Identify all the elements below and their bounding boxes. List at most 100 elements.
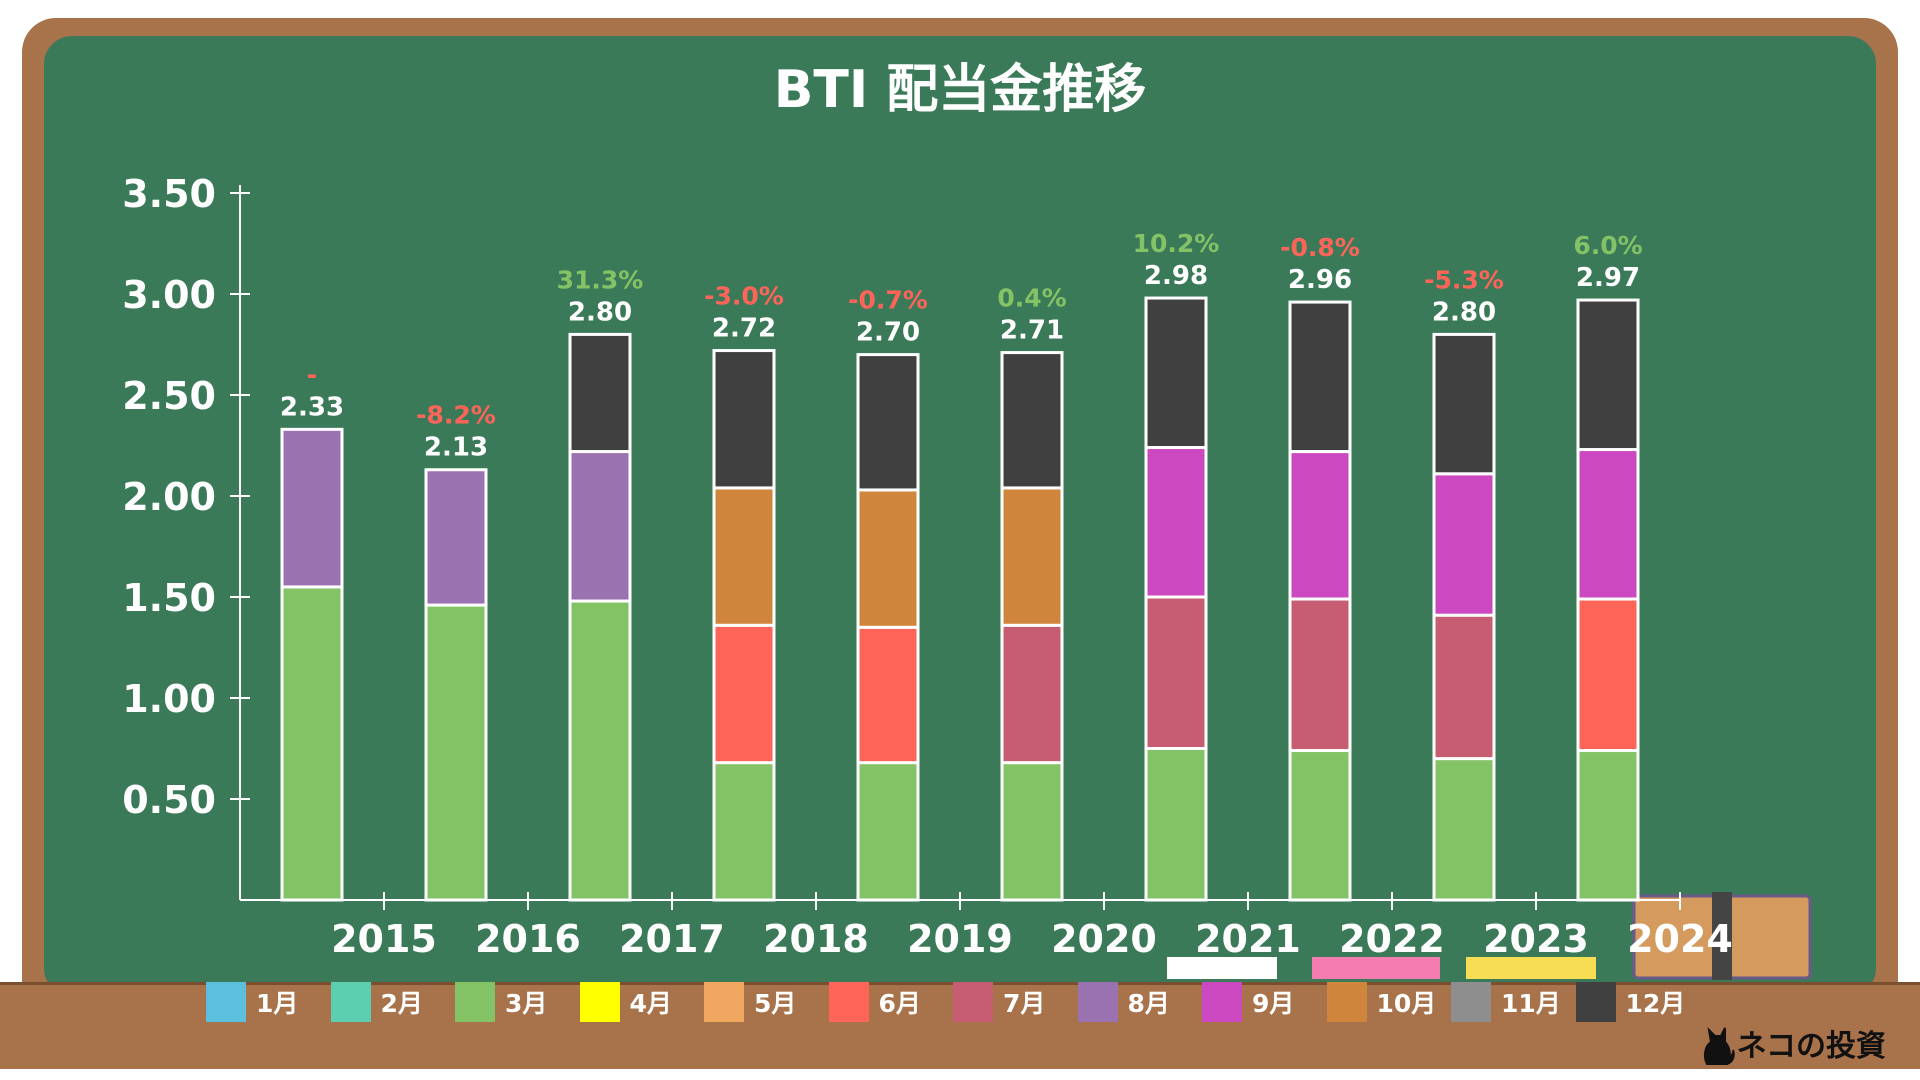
legend-swatch [579,982,620,1022]
legend-swatch [330,982,371,1022]
total-label: 2.13 [424,433,488,463]
total-label: 2.33 [280,392,344,422]
total-label: 2.80 [1432,297,1496,327]
bar-segment [1144,296,1208,450]
change-label: -5.3% [1424,265,1504,294]
bar-segment [856,353,920,492]
bar-segment [1144,595,1208,750]
bar-labels: 2.33 - 2.13 -8.2% 2.80 31.3% 2.72 -3.0% 2.70 -0.7… [280,229,1643,463]
bar-segment [712,761,776,902]
legend-label: 11月 [1501,989,1561,1018]
total-label: 2.70 [856,318,920,348]
bar-segment [1000,623,1064,765]
bar-segment [424,468,488,607]
bar-segment [712,623,776,765]
bar-segment [1144,747,1208,902]
chart-title: BTI 配当金推移 [774,60,1147,120]
legend-swatch [1575,982,1616,1022]
total-label: 2.96 [1288,265,1352,295]
bar-segment [1576,749,1640,902]
change-label: 31.3% [557,265,644,294]
bar-segment [280,427,344,589]
legend-swatch [953,982,993,1022]
bars [280,296,1640,902]
bar-segment [1288,300,1352,454]
change-label: 0.4% [997,284,1066,313]
total-label: 2.71 [1000,316,1064,346]
change-label: 10.2% [1133,229,1220,258]
bar-segment [1576,298,1640,452]
legend-swatch [1077,982,1118,1022]
legend-swatch [1451,982,1491,1022]
legend-item: 4月 [579,982,672,1022]
x-tick-label: 2023 [1483,917,1589,961]
x-tick-label: 2017 [619,917,725,961]
bar-segment [1000,761,1064,902]
chalkboard [44,36,1876,996]
bar-segment [1576,448,1640,601]
bar-segment [1432,613,1496,761]
y-tick-label: 3.50 [122,172,216,216]
bar-segment [1432,472,1496,617]
x-tick-label: 2021 [1195,917,1301,961]
chalk-pink-icon [1312,957,1440,979]
total-label: 2.98 [1144,261,1208,291]
change-label: - [307,360,317,389]
legend-swatch [704,982,744,1022]
change-label: -0.7% [848,286,928,315]
legend-item: 6月 [828,982,921,1022]
x-tick-label: 2016 [475,917,581,961]
axes: 0.50 1.00 1.50 2.00 2.50 3.00 3.50 2015 2016 2017… [122,172,1733,961]
bar-segment [568,450,632,603]
total-label: 2.97 [1576,263,1640,293]
bar-segment [1144,446,1208,599]
bar-segment [856,625,920,765]
legend-item: 9月 [1202,982,1294,1022]
legend-item: 1月 [206,982,298,1022]
total-label: 2.72 [712,314,776,344]
legend-label: 10月 [1376,989,1437,1018]
bar-segment [856,761,920,902]
bar-segment [1288,450,1352,601]
brand-logo: ネコの投資 [1697,1020,1886,1066]
legend-label: 9月 [1252,989,1295,1018]
bar-segment [1288,597,1352,753]
y-tick-label: 2.00 [122,475,216,519]
legend-item: 7月 [953,982,1045,1022]
bar-segment [1000,351,1064,490]
legend-item: 11月 [1451,982,1561,1022]
bar-segment [1000,486,1064,627]
black-cat-icon [1703,1027,1735,1065]
legend-item: 12月 [1575,982,1685,1022]
legend-swatch [1326,982,1367,1022]
bar-segment [856,488,920,629]
bar-segment [568,332,632,454]
change-label: 6.0% [1573,231,1642,260]
x-tick-label: 2020 [1051,917,1157,961]
legend-label: 5月 [754,989,797,1018]
change-label: -3.0% [704,282,784,311]
x-tick-label: 2019 [907,917,1013,961]
y-tick-label: 2.50 [122,374,216,418]
bar-segment [712,486,776,627]
legend-item: 10月 [1326,982,1437,1022]
bar-segment [568,599,632,902]
x-tick-label: 2015 [331,917,437,961]
change-label: -0.8% [1280,233,1360,262]
bar-segment [1576,597,1640,753]
legend: 1月 2月 3月 4月 5月 6月 7月 8月 9月 10月 11月 12月 [0,982,1920,1042]
legend-label: 7月 [1003,989,1046,1018]
legend-swatch [828,982,869,1022]
legend-item: 2月 [330,982,423,1022]
brand-text: ネコの投資 [1736,1029,1886,1064]
total-label: 2.80 [568,297,632,327]
y-tick-label: 1.00 [122,677,216,721]
bar-segment [712,349,776,490]
change-label: -8.2% [416,401,496,430]
legend-label: 1月 [256,989,299,1018]
eraser-band [1712,892,1732,980]
legend-item: 8月 [1077,982,1170,1022]
legend-label: 2月 [380,989,423,1018]
y-tick-label: 3.00 [122,273,216,317]
